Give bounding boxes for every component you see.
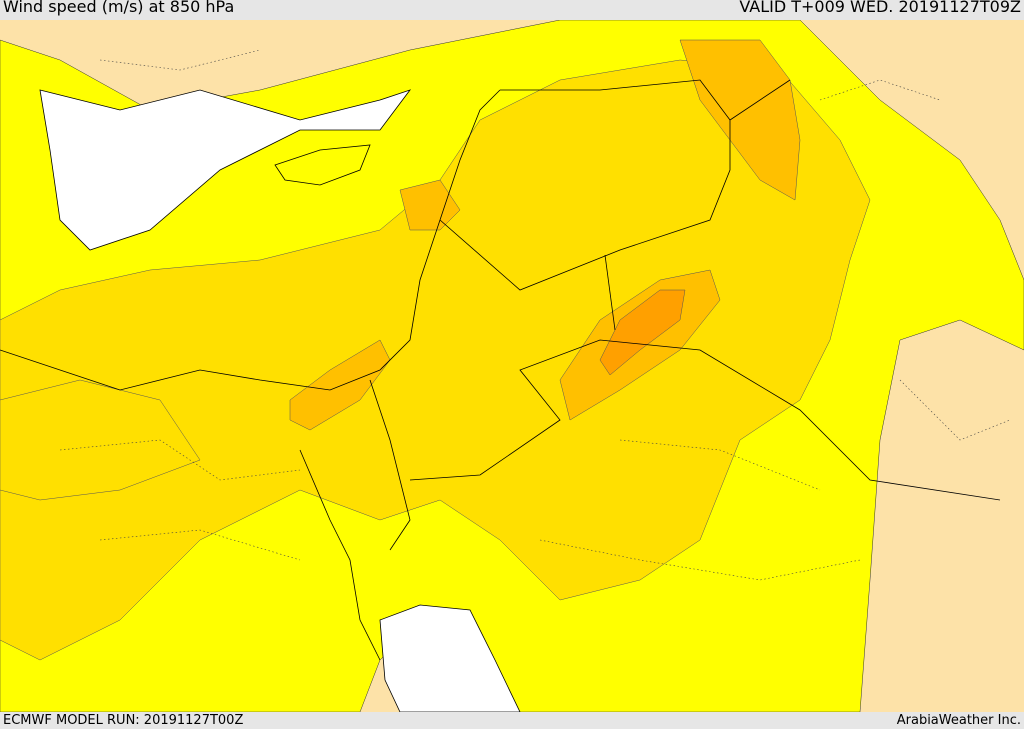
title-bar: Wind speed (m/s) at 850 hPa VALID T+009 … [0,0,1024,20]
island-cyprus [274,144,371,186]
sea-red [379,604,521,712]
wind-band-orange-north [679,39,801,201]
wind-band-orange-levant [399,179,461,231]
wind-speed-map [0,20,1024,712]
credit: ArabiaWeather Inc. [896,713,1021,728]
sea-mediterranean [39,89,412,251]
borders [0,79,1001,661]
province-lines [59,49,1011,581]
wind-band-gold-west [0,379,201,501]
wind-band-orange-sinai [289,339,391,431]
model-run: ECMWF MODEL RUN: 20191127T00Z [3,713,244,728]
footer-bar: ECMWF MODEL RUN: 20191127T00Z ArabiaWeat… [0,712,1024,729]
map-title: Wind speed (m/s) at 850 hPa [3,0,235,16]
valid-time: VALID T+009 WED. 20191127T09Z [739,0,1021,16]
wind-band-max [599,289,686,376]
